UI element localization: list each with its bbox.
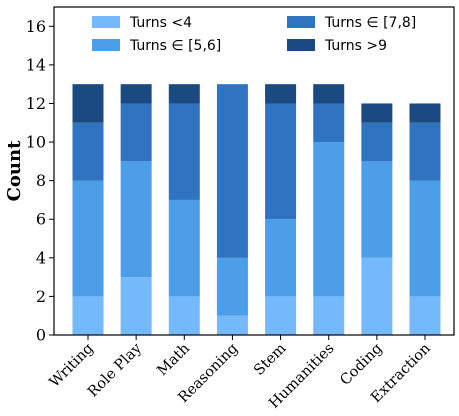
bar-segment: [168, 103, 200, 200]
y-tick-label: 6: [36, 210, 46, 229]
x-tick-label: Writing: [47, 341, 97, 391]
bar-segment: [216, 257, 248, 316]
bar-segment: [409, 122, 441, 181]
y-tick-label: 2: [36, 287, 46, 306]
x-tick-label: Stem: [251, 340, 289, 378]
bar-segment: [216, 84, 248, 258]
bar-segment: [265, 103, 297, 220]
bars-group: [72, 84, 441, 335]
bar-segment: [216, 315, 248, 335]
legend-label: Turns ∈ [5,6]: [129, 38, 221, 54]
x-tick-label: Coding: [337, 341, 385, 389]
bar-segment: [120, 84, 152, 104]
bar-segment: [120, 103, 152, 162]
legend-swatch: [287, 39, 315, 51]
bar-segment: [313, 103, 345, 143]
bar-segment: [72, 296, 104, 335]
y-axis-title: Count: [4, 140, 25, 202]
bar-segment: [72, 180, 104, 297]
legend-swatch: [92, 16, 120, 28]
bar-segment: [313, 84, 345, 104]
y-tick-label: 4: [36, 248, 46, 267]
bar-segment: [361, 257, 393, 335]
y-tick-label: 16: [26, 17, 46, 36]
bar-segment: [168, 296, 200, 335]
plot-frame: [53, 6, 455, 336]
bar-segment: [120, 277, 152, 335]
x-tick-label: Role Play: [85, 340, 145, 400]
bar-segment: [72, 84, 104, 123]
legend-swatch: [287, 16, 315, 28]
bar-segment: [120, 161, 152, 278]
bar-segment: [409, 180, 441, 297]
bar-segment: [409, 296, 441, 335]
y-tick-label: 10: [26, 133, 46, 152]
legend: Turns <4 Turns ∈ [5,6] Turns ∈ [7,8] Turns …: [92, 15, 416, 54]
bar-segment: [313, 142, 345, 297]
y-tick-label: 8: [36, 171, 46, 190]
y-tick-label: 14: [26, 55, 46, 74]
bar-segment: [361, 103, 393, 123]
legend-label: Turns >9: [324, 38, 387, 54]
y-tick-label: 0: [36, 326, 46, 345]
bar-segment: [168, 199, 200, 297]
legend-swatch: [92, 39, 120, 51]
x-tick-label: Math: [154, 341, 193, 380]
bar-segment: [313, 296, 345, 335]
bar-segment: [409, 103, 441, 123]
bar-segment: [265, 84, 297, 104]
y-tick-label: 12: [26, 94, 46, 113]
bar-segment: [361, 122, 393, 162]
bar-segment: [361, 161, 393, 258]
y-axis: 0 2 4 6 8 10 12 14 16: [26, 17, 54, 345]
legend-label: Turns ∈ [7,8]: [324, 15, 416, 31]
bar-segment: [72, 122, 104, 181]
bar-segment: [265, 219, 297, 297]
bar-segment: [265, 296, 297, 335]
legend-label: Turns <4: [129, 15, 192, 31]
bar-segment: [168, 84, 200, 104]
